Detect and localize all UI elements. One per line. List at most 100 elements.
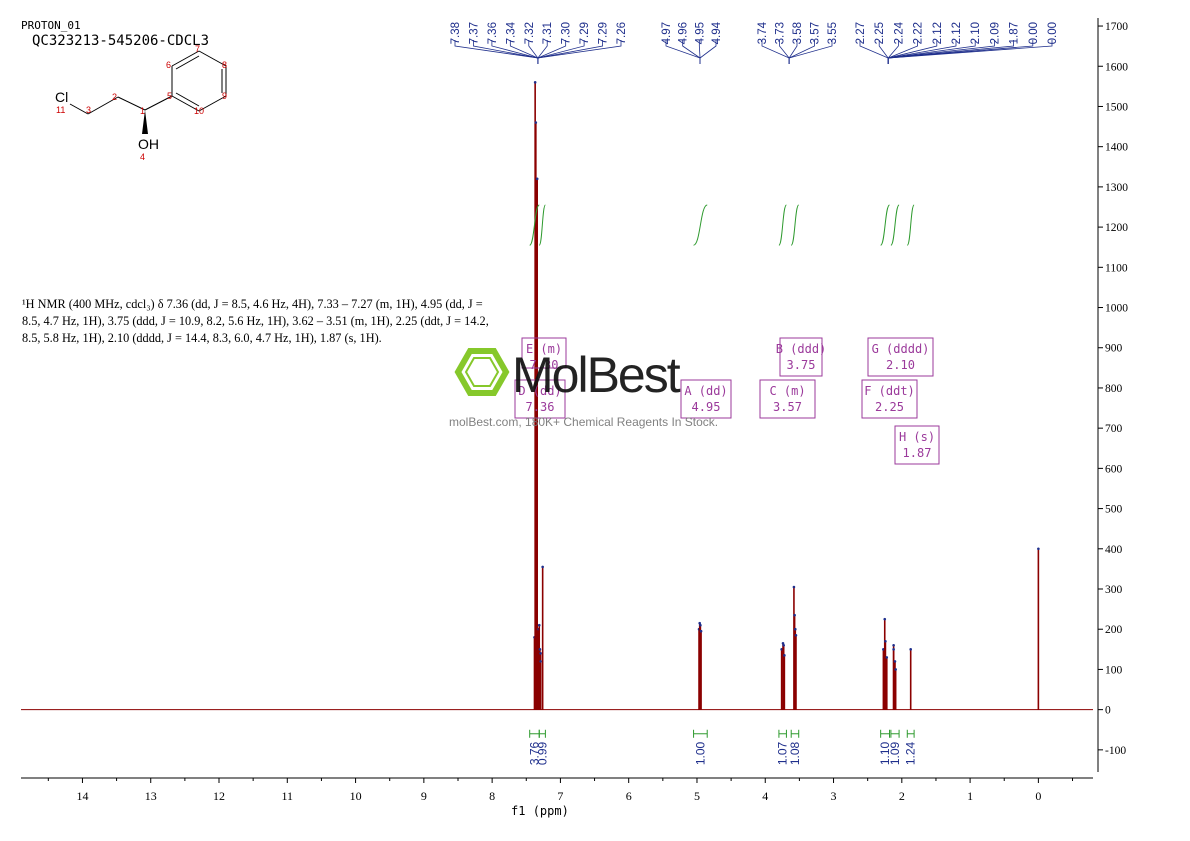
integral-value: 1.00 <box>693 741 707 765</box>
atom-index-10: 10 <box>194 106 204 116</box>
molecule-structure: Cl OH 11 3 2 1 4 5 6 7 8 9 10 <box>55 44 227 162</box>
peak-label: 7.31 <box>542 22 554 44</box>
peak-label: 7.29 <box>598 22 610 44</box>
peak-label: 4.94 <box>711 21 723 44</box>
peak-label: 2.22 <box>913 22 925 44</box>
atom-index-7: 7 <box>195 44 200 54</box>
y-tick-label: 800 <box>1105 383 1123 395</box>
multiplet-box <box>680 379 732 419</box>
atom-index-1: 1 <box>140 106 145 116</box>
integral-curve <box>880 204 891 246</box>
peak-marker <box>885 656 889 659</box>
integral-value: 1.08 <box>788 741 802 765</box>
peak-marker <box>699 623 702 627</box>
experiment-label: PROTON_01 <box>21 19 81 32</box>
peak-label: 2.10 <box>970 22 982 44</box>
x-tick-label: 8 <box>489 789 495 803</box>
integral-value: 0.99 <box>535 741 549 765</box>
peak-marker <box>533 81 537 84</box>
multiplet-type: E (m) <box>526 342 562 356</box>
peak-label: 3.74 <box>757 21 769 44</box>
x-tick-label: 6 <box>626 789 632 803</box>
peak-label: 7.34 <box>505 21 517 44</box>
peak-marker <box>792 585 796 589</box>
multiplet-type: F (ddt) <box>864 384 915 398</box>
peak-label: 3.55 <box>827 22 839 44</box>
multiplet-shift: 2.25 <box>875 400 904 414</box>
x-tick-label: 2 <box>899 789 905 803</box>
logo-icon <box>454 348 510 396</box>
peak-label: 7.32 <box>524 22 536 44</box>
peak-marker <box>1037 547 1040 551</box>
integral-curve <box>538 204 546 246</box>
peak-label: 2.25 <box>874 22 886 44</box>
multiplet-shift: 2.10 <box>886 358 915 372</box>
y-tick-label: 1000 <box>1105 303 1128 315</box>
atom-index-8: 8 <box>222 60 227 70</box>
watermark-tagline: molBest.com, 180K+ Chemical Reagents In … <box>449 415 718 429</box>
spectrum-trace <box>21 81 1093 711</box>
x-tick-label: 12 <box>213 789 225 803</box>
peak-marker <box>539 660 542 663</box>
x-tick-label: 3 <box>831 789 837 803</box>
integral-value: 1.24 <box>904 741 918 765</box>
x-tick-label: 7 <box>557 789 563 803</box>
peak-label-connector <box>699 40 717 64</box>
peak-marker <box>892 644 895 647</box>
multiplet-type: G (dddd) <box>872 342 930 356</box>
integral-curves: 3.760.99 1.00 1.071.08 1.101.09 1.24 <box>527 204 918 765</box>
atom-oh: OH <box>138 136 159 152</box>
peak-marker <box>793 627 797 631</box>
multiplet-shift: 1.87 <box>903 446 932 460</box>
watermark: MolBest molBest.com, 180K+ Chemical Reag… <box>449 347 718 429</box>
multiplet-box <box>779 337 823 377</box>
peak-marker <box>539 652 542 655</box>
integral-curve <box>890 204 900 246</box>
multiplet-box <box>867 337 934 377</box>
atom-index-2: 2 <box>112 92 117 102</box>
sample-label: QC323213-545206-CDCL3 <box>32 33 210 49</box>
x-tick-label: 10 <box>350 789 362 803</box>
y-tick-label: 1400 <box>1105 142 1128 154</box>
atom-index-5: 5 <box>167 91 172 101</box>
atom-index-3: 3 <box>86 105 91 115</box>
peak-label: 7.26 <box>616 22 628 44</box>
peak-marker <box>699 629 703 633</box>
y-tick-label: 1200 <box>1105 222 1128 234</box>
multiplet-box <box>514 379 566 419</box>
integral-curve <box>529 204 540 246</box>
peak-label: 2.12 <box>932 22 944 44</box>
peak-marker <box>794 633 798 637</box>
peak-label: 4.95 <box>694 22 706 44</box>
peak-label-connector <box>537 40 622 64</box>
multiplet-shift: 7.36 <box>526 400 555 414</box>
peak-marker <box>892 648 895 651</box>
peak-label-connector <box>887 40 1053 64</box>
multiplet-box <box>521 337 567 369</box>
integral-value: 1.10 <box>878 741 892 765</box>
x-tick-label: 13 <box>145 789 157 803</box>
multiplet-box <box>861 379 918 419</box>
x-tick-label: 14 <box>76 789 88 803</box>
y-tick-label: 1300 <box>1105 182 1128 194</box>
x-tick-label: 9 <box>421 789 427 803</box>
atom-cl: Cl <box>55 89 68 105</box>
atom-index-4: 4 <box>140 152 145 162</box>
peak-marker <box>894 668 897 671</box>
peak-label: 7.37 <box>468 22 480 44</box>
atom-index-11: 11 <box>56 105 65 115</box>
y-tick-label: 500 <box>1105 504 1123 516</box>
peak-marker <box>698 621 702 625</box>
y-tick-label: 200 <box>1105 624 1123 636</box>
x-tick-label: 4 <box>762 789 768 803</box>
peak-marker <box>534 121 538 124</box>
peak-marker <box>541 565 544 569</box>
integral-value: 1.07 <box>776 741 790 765</box>
peak-label: 1.87 <box>1009 22 1021 44</box>
integral-curve <box>778 204 787 246</box>
peak-label: 7.29 <box>579 22 591 44</box>
x-axis-label: f1 (ppm) <box>511 804 569 818</box>
peak-label: 3.57 <box>810 22 822 44</box>
multiplet-type: A (dd) <box>684 384 727 398</box>
